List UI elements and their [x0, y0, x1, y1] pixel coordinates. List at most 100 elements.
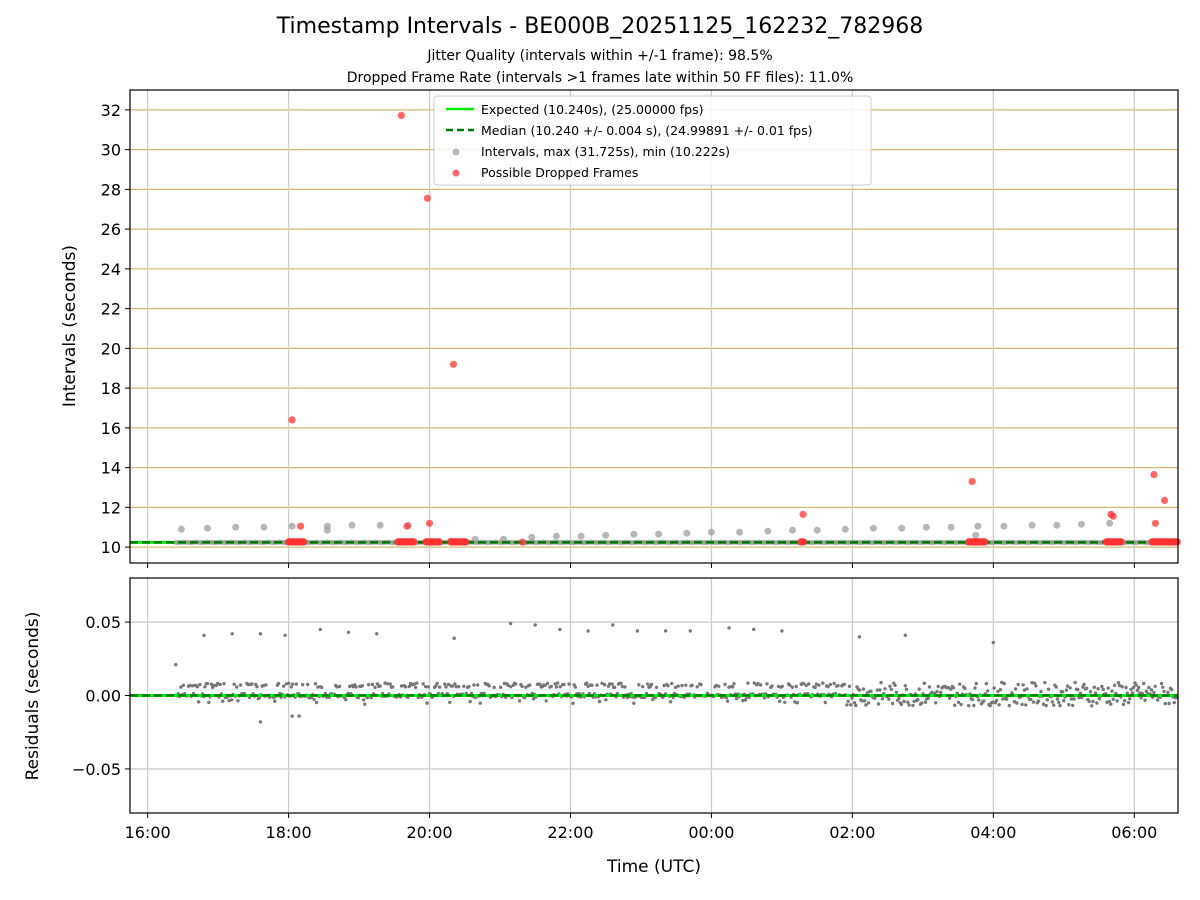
residual-point — [997, 703, 1001, 707]
dropped-frame-point — [297, 522, 305, 530]
residual-point — [229, 698, 234, 702]
interval-point — [922, 523, 930, 531]
residual-point — [876, 702, 881, 706]
interval-point — [243, 539, 249, 545]
residual-point — [959, 702, 963, 707]
interval-point — [989, 540, 995, 546]
residual-point — [1029, 697, 1033, 702]
interval-point — [288, 522, 296, 530]
residual-point — [454, 685, 458, 689]
residual-point — [554, 685, 559, 689]
residual-point — [821, 681, 825, 685]
residual-point — [725, 699, 730, 703]
xtick-label: 18:00 — [266, 823, 312, 842]
residual-point — [415, 681, 419, 685]
residual-outlier-point — [857, 635, 862, 639]
residual-point — [795, 701, 800, 705]
interval-point — [813, 526, 821, 534]
residual-point — [970, 697, 975, 702]
legend-median-label: Median (10.240 +/- 0.004 s), (24.99891 +… — [481, 123, 812, 138]
legend-dropped-label: Possible Dropped Frames — [481, 165, 638, 180]
residual-point — [361, 698, 366, 702]
residual-point — [281, 684, 286, 688]
residual-point — [1034, 684, 1038, 688]
residual-point — [1143, 698, 1147, 702]
dropped-frame-point — [288, 416, 296, 424]
residual-point — [1149, 688, 1154, 692]
interval-point — [917, 540, 923, 546]
residual-point — [866, 701, 871, 705]
residual-point — [967, 704, 971, 708]
residual-point — [403, 685, 408, 689]
interval-point — [789, 526, 796, 534]
residual-point — [335, 685, 339, 689]
residual-point — [1021, 683, 1025, 687]
interval-point — [845, 540, 851, 546]
interval-point — [245, 539, 251, 546]
residual-point — [1095, 701, 1099, 705]
residual-point — [1120, 685, 1124, 689]
interval-point — [856, 540, 863, 546]
residual-point — [1002, 681, 1006, 686]
residual-point — [1115, 699, 1119, 703]
residual-point — [684, 683, 688, 687]
residual-point — [1058, 703, 1062, 708]
bottom-y-axis-label: Residuals (seconds) — [23, 612, 43, 781]
residual-point — [446, 682, 451, 687]
residual-point — [472, 683, 476, 687]
residual-point — [468, 699, 472, 704]
residual-point — [996, 689, 1000, 694]
residual-point — [1046, 687, 1051, 691]
interval-point — [707, 528, 715, 536]
top-ytick-label: 30 — [101, 141, 121, 160]
residual-outlier-point — [752, 627, 756, 632]
interval-point — [713, 539, 719, 546]
residual-point — [207, 700, 211, 705]
residual-point — [1153, 684, 1157, 688]
residual-outlier-point — [230, 632, 234, 636]
xtick-label: 16:00 — [125, 823, 171, 842]
top-ytick-label: 26 — [101, 220, 121, 239]
residual-point — [238, 683, 243, 687]
interval-point — [232, 523, 240, 531]
residual-point — [595, 683, 599, 687]
jitter-quality-subtitle: Jitter Quality (intervals within +/-1 fr… — [427, 48, 773, 64]
top-ytick-label: 10 — [101, 538, 121, 557]
interval-point — [376, 521, 384, 529]
residual-point — [695, 685, 699, 689]
residual-point — [1054, 685, 1058, 689]
interval-point — [315, 539, 321, 545]
residual-point — [1052, 703, 1056, 707]
dropped-frame-point — [799, 538, 808, 546]
bottom-ytick-label: 0.00 — [85, 687, 121, 706]
residual-point — [435, 681, 439, 686]
residual-point — [1117, 683, 1122, 688]
interval-point — [880, 540, 887, 546]
residual-point — [1050, 700, 1055, 704]
residual-point — [203, 685, 207, 689]
residual-point — [218, 682, 222, 687]
residual-outlier-point — [533, 623, 537, 627]
top-ytick-label: 32 — [101, 101, 121, 120]
top-ytick-label: 18 — [101, 379, 121, 398]
residual-point — [756, 681, 760, 686]
residual-point — [790, 685, 794, 689]
residual-point — [250, 682, 254, 686]
residual-point — [181, 683, 186, 687]
residual-point — [977, 698, 981, 702]
residual-point — [878, 688, 882, 692]
residual-point — [590, 683, 594, 687]
residual-point — [1128, 697, 1132, 701]
interval-point — [1097, 539, 1104, 546]
residual-point — [873, 696, 877, 700]
residual-point — [1041, 702, 1046, 706]
residual-point — [746, 681, 750, 685]
residual-outlier-point — [688, 629, 692, 633]
residual-outlier-point — [283, 633, 287, 637]
interval-point — [761, 540, 767, 546]
xtick-label: 22:00 — [547, 823, 593, 842]
residual-point — [963, 686, 967, 691]
residual-outlier-point — [297, 714, 301, 718]
residual-point — [1163, 701, 1168, 706]
residual-point — [1057, 700, 1061, 705]
